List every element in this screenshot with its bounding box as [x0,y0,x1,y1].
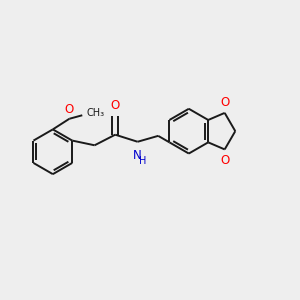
Text: N: N [133,149,142,162]
Text: O: O [111,99,120,112]
Text: CH₃: CH₃ [87,108,105,118]
Text: O: O [64,103,74,116]
Text: O: O [220,154,229,166]
Text: O: O [220,96,229,109]
Text: H: H [139,156,146,166]
